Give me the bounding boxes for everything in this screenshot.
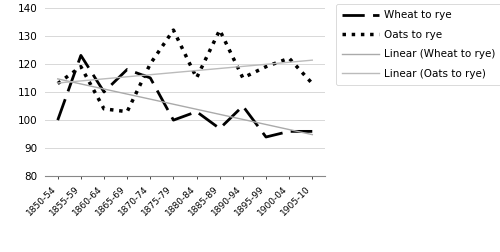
Linear (Oats to rye) — [78, 79, 84, 82]
Linear (Wheat to rye) — [101, 87, 107, 90]
Oats to rye — [263, 65, 269, 68]
Legend: Wheat to rye, Oats to rye, Linear (Wheat to rye), Linear (Oats to rye): Wheat to rye, Oats to rye, Linear (Wheat… — [336, 4, 500, 85]
Wheat to rye — [216, 127, 222, 130]
Linear (Wheat to rye) — [148, 98, 154, 101]
Wheat to rye — [240, 105, 246, 108]
Oats to rye — [101, 107, 107, 110]
Oats to rye — [286, 57, 292, 60]
Linear (Wheat to rye) — [170, 103, 176, 106]
Wheat to rye — [78, 54, 84, 57]
Linear (Wheat to rye) — [78, 82, 84, 85]
Linear (Wheat to rye) — [54, 77, 60, 80]
Wheat to rye — [170, 119, 176, 122]
Line: Linear (Oats to rye): Linear (Oats to rye) — [58, 60, 312, 83]
Linear (Oats to rye) — [148, 73, 154, 76]
Linear (Oats to rye) — [240, 65, 246, 68]
Line: Oats to rye: Oats to rye — [58, 30, 312, 112]
Linear (Oats to rye) — [54, 81, 60, 84]
Wheat to rye — [263, 136, 269, 139]
Wheat to rye — [54, 119, 60, 122]
Oats to rye — [170, 28, 176, 32]
Linear (Oats to rye) — [194, 69, 200, 72]
Linear (Wheat to rye) — [263, 123, 269, 126]
Oats to rye — [240, 76, 246, 79]
Wheat to rye — [310, 130, 316, 133]
Linear (Oats to rye) — [170, 71, 176, 74]
Linear (Oats to rye) — [263, 63, 269, 66]
Linear (Wheat to rye) — [194, 108, 200, 111]
Wheat to rye — [286, 130, 292, 133]
Linear (Oats to rye) — [216, 67, 222, 70]
Wheat to rye — [101, 90, 107, 93]
Oats to rye — [54, 82, 60, 85]
Linear (Oats to rye) — [101, 77, 107, 80]
Line: Wheat to rye: Wheat to rye — [58, 55, 312, 137]
Linear (Oats to rye) — [124, 75, 130, 78]
Oats to rye — [310, 82, 316, 85]
Wheat to rye — [148, 76, 154, 79]
Wheat to rye — [124, 68, 130, 71]
Linear (Oats to rye) — [310, 59, 316, 62]
Linear (Oats to rye) — [286, 61, 292, 64]
Linear (Wheat to rye) — [310, 133, 316, 136]
Oats to rye — [124, 110, 130, 113]
Oats to rye — [216, 28, 222, 32]
Wheat to rye — [194, 110, 200, 113]
Line: Linear (Wheat to rye): Linear (Wheat to rye) — [58, 79, 312, 135]
Oats to rye — [148, 62, 154, 65]
Linear (Wheat to rye) — [216, 113, 222, 116]
Linear (Wheat to rye) — [286, 128, 292, 131]
Linear (Wheat to rye) — [240, 118, 246, 121]
Linear (Wheat to rye) — [124, 92, 130, 96]
Oats to rye — [78, 65, 84, 68]
Oats to rye — [194, 76, 200, 79]
